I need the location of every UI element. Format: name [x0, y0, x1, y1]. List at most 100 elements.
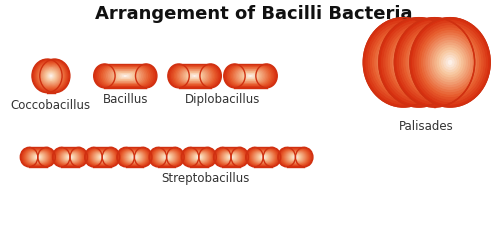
Ellipse shape	[432, 42, 468, 82]
Ellipse shape	[102, 149, 117, 165]
Ellipse shape	[250, 150, 263, 165]
Ellipse shape	[152, 149, 166, 165]
Bar	[230, 155, 232, 159]
Ellipse shape	[260, 155, 263, 159]
Bar	[32, 151, 44, 164]
Ellipse shape	[70, 152, 80, 163]
Ellipse shape	[199, 152, 207, 162]
Ellipse shape	[448, 60, 452, 65]
Ellipse shape	[198, 67, 216, 85]
Ellipse shape	[37, 157, 38, 158]
Ellipse shape	[37, 64, 59, 88]
Bar	[126, 147, 143, 167]
Bar	[110, 67, 140, 85]
Bar	[166, 156, 168, 158]
Ellipse shape	[182, 148, 199, 166]
Ellipse shape	[135, 65, 155, 87]
Bar	[64, 151, 76, 163]
Ellipse shape	[36, 63, 60, 89]
Ellipse shape	[263, 152, 273, 163]
Bar	[132, 154, 137, 160]
Ellipse shape	[414, 40, 455, 85]
Bar	[186, 70, 202, 82]
Bar	[248, 75, 252, 77]
Ellipse shape	[46, 69, 58, 82]
Ellipse shape	[296, 152, 304, 162]
Ellipse shape	[120, 149, 134, 165]
Ellipse shape	[428, 55, 441, 70]
Bar	[185, 69, 204, 83]
Ellipse shape	[56, 150, 70, 165]
Bar	[66, 153, 73, 161]
Ellipse shape	[60, 152, 70, 163]
Ellipse shape	[254, 67, 270, 85]
Ellipse shape	[102, 157, 103, 158]
Bar	[158, 147, 176, 167]
Ellipse shape	[222, 152, 231, 162]
Ellipse shape	[399, 40, 439, 85]
Ellipse shape	[448, 60, 452, 65]
Bar	[294, 156, 296, 158]
Ellipse shape	[70, 151, 82, 164]
Ellipse shape	[184, 148, 199, 166]
Ellipse shape	[70, 150, 84, 165]
Ellipse shape	[281, 149, 295, 165]
Ellipse shape	[166, 157, 168, 158]
Bar	[48, 60, 54, 92]
Ellipse shape	[151, 148, 166, 166]
Ellipse shape	[166, 148, 183, 166]
Ellipse shape	[432, 60, 436, 65]
Ellipse shape	[376, 33, 430, 92]
Ellipse shape	[296, 150, 309, 165]
Ellipse shape	[396, 20, 472, 105]
Ellipse shape	[231, 67, 246, 85]
Bar	[124, 75, 126, 77]
Bar	[236, 65, 266, 87]
Ellipse shape	[38, 156, 40, 158]
Bar	[224, 149, 238, 165]
Ellipse shape	[246, 147, 263, 167]
Ellipse shape	[34, 61, 61, 91]
Ellipse shape	[60, 151, 70, 163]
Ellipse shape	[446, 57, 454, 67]
Bar	[130, 153, 138, 161]
Bar	[165, 155, 168, 159]
Ellipse shape	[162, 154, 166, 160]
Ellipse shape	[404, 27, 466, 97]
Ellipse shape	[50, 74, 53, 78]
Ellipse shape	[118, 73, 123, 79]
Ellipse shape	[401, 60, 406, 65]
Ellipse shape	[430, 57, 439, 67]
Bar	[223, 148, 240, 166]
Bar	[288, 148, 303, 166]
Ellipse shape	[419, 27, 482, 97]
Bar	[161, 151, 172, 164]
Ellipse shape	[255, 66, 273, 86]
Ellipse shape	[132, 69, 144, 83]
Ellipse shape	[127, 74, 130, 78]
Ellipse shape	[390, 30, 448, 95]
Bar	[244, 71, 258, 81]
Ellipse shape	[381, 20, 457, 105]
Ellipse shape	[406, 30, 464, 95]
Ellipse shape	[197, 71, 206, 81]
Bar	[186, 69, 204, 82]
Ellipse shape	[159, 153, 166, 161]
Ellipse shape	[263, 147, 280, 167]
Bar	[227, 153, 235, 161]
Ellipse shape	[252, 151, 263, 163]
Ellipse shape	[263, 148, 280, 166]
Bar	[116, 71, 134, 81]
Ellipse shape	[38, 148, 54, 166]
Ellipse shape	[198, 67, 214, 85]
Ellipse shape	[102, 151, 114, 164]
Bar	[37, 156, 39, 158]
Bar	[160, 150, 173, 165]
Text: Coccobacillus: Coccobacillus	[11, 99, 91, 112]
Ellipse shape	[130, 155, 134, 159]
Ellipse shape	[199, 150, 211, 164]
Bar	[290, 151, 302, 164]
Ellipse shape	[256, 153, 263, 161]
Ellipse shape	[296, 154, 300, 160]
Ellipse shape	[38, 157, 39, 158]
